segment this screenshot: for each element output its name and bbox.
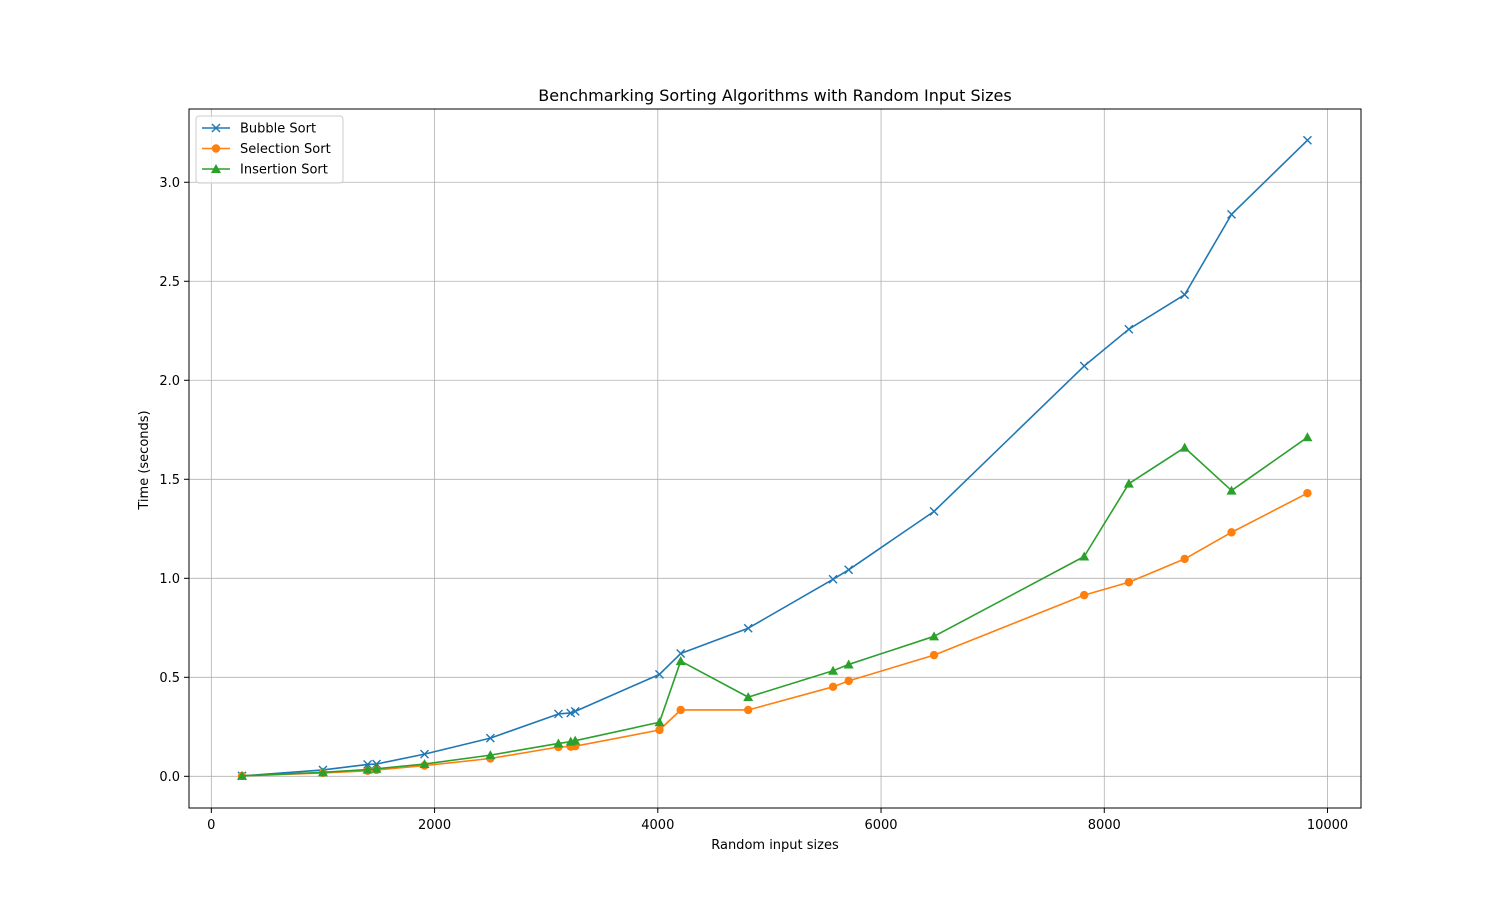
data-point-insertion-sort (1079, 551, 1090, 561)
series-line-bubble-sort (241, 139, 1308, 777)
legend-marker-insertion-sort (211, 164, 221, 173)
series-layer (237, 135, 1313, 781)
data-point-insertion-sort (570, 735, 581, 745)
y-tick-label: 0.5 (159, 671, 180, 686)
series-line-selection-sort (241, 492, 1308, 777)
data-point-insertion-sort (371, 763, 382, 773)
data-point-bubble-sort (844, 565, 854, 575)
data-point-selection-sort (1180, 554, 1189, 564)
y-tick-label: 2.5 (159, 275, 180, 290)
data-point-insertion-sort (828, 665, 839, 675)
data-point-bubble-sort (570, 706, 580, 716)
data-point-bubble-sort (553, 709, 563, 719)
legend-item-bubble-sort: Bubble Sort (202, 122, 316, 137)
data-point-bubble-sort (676, 649, 686, 659)
data-point-bubble-sort (1302, 135, 1312, 145)
legend-marker-bubble-sort (211, 123, 221, 133)
data-point-selection-sort (655, 725, 664, 735)
data-point-bubble-sort (485, 733, 495, 743)
series-line-insertion-sort (241, 436, 1308, 777)
x-axis-label: Random input sizes (711, 838, 839, 853)
data-point-bubble-sort (1180, 290, 1190, 300)
data-point-insertion-sort (1302, 432, 1313, 442)
x-tick-label: 2000 (418, 818, 451, 833)
data-point-insertion-sort (1226, 485, 1237, 495)
data-point-bubble-sort (1227, 209, 1237, 219)
data-point-selection-sort (1124, 578, 1134, 587)
legend-items: Bubble Sort Selection Sort Insertion Sort (202, 122, 331, 178)
legend-label-selection-sort: Selection Sort (240, 142, 331, 157)
plot-area-frame (188, 108, 1362, 809)
chart-title: Benchmarking Sorting Algorithms with Ran… (538, 86, 1011, 105)
data-point-insertion-sort (654, 717, 665, 727)
data-point-insertion-sort (553, 738, 564, 748)
data-point-bubble-sort (1079, 361, 1089, 371)
data-point-insertion-sort (675, 656, 686, 666)
data-point-insertion-sort (1123, 478, 1134, 488)
legend-marker-selection-sort (211, 144, 221, 153)
y-tick-label: 3.0 (159, 176, 180, 191)
x-tick-label: 6000 (864, 818, 897, 833)
legend-label-insertion-sort: Insertion Sort (240, 163, 328, 178)
y-tick-label: 1.0 (159, 572, 180, 587)
data-point-bubble-sort (929, 506, 939, 516)
legend-item-selection-sort: Selection Sort (202, 142, 331, 157)
data-point-selection-sort (929, 650, 939, 660)
series-insertion-sort (237, 432, 1313, 780)
grid-lines (189, 109, 1361, 808)
data-point-insertion-sort (843, 659, 854, 669)
data-point-selection-sort (1079, 590, 1089, 600)
data-point-bubble-sort (828, 574, 838, 584)
data-point-insertion-sort (485, 750, 496, 760)
data-point-selection-sort (828, 682, 838, 692)
y-axis-label: Time (seconds) (137, 410, 152, 510)
legend: Bubble Sort Selection Sort Insertion Sort (195, 115, 344, 184)
data-point-selection-sort (744, 705, 753, 715)
data-point-bubble-sort (654, 669, 664, 679)
data-point-insertion-sort (317, 767, 328, 777)
data-point-bubble-sort (420, 749, 430, 759)
x-tick-label: 10000 (1307, 818, 1348, 833)
data-point-selection-sort (1227, 528, 1236, 537)
data-point-insertion-sort (929, 631, 940, 641)
x-tick-label: 4000 (641, 818, 674, 833)
data-point-selection-sort (676, 705, 685, 715)
data-point-bubble-sort (363, 759, 373, 769)
y-tick-label: 2.0 (159, 374, 180, 389)
data-point-insertion-sort (362, 764, 373, 774)
data-point-bubble-sort (743, 623, 753, 633)
x-tick-label: 8000 (1088, 818, 1121, 833)
y-tick-label: 0.0 (159, 770, 180, 785)
y-tick-label: 1.5 (159, 473, 180, 488)
data-point-insertion-sort (743, 692, 754, 702)
data-point-insertion-sort (237, 770, 248, 780)
data-point-insertion-sort (419, 759, 430, 769)
legend-label-bubble-sort: Bubble Sort (240, 122, 316, 137)
x-tick-label: 0 (207, 818, 215, 833)
data-point-selection-sort (844, 676, 853, 686)
legend-item-insertion-sort: Insertion Sort (202, 163, 328, 178)
data-point-insertion-sort (1179, 442, 1190, 452)
axis-ticks: 0 2000 4000 6000 8000 10000 0.0 0.5 1.0 1.5 2.0 2.5… (159, 176, 1348, 833)
data-point-bubble-sort (1124, 324, 1134, 334)
legend-box (195, 115, 344, 184)
data-point-selection-sort (1303, 488, 1312, 498)
